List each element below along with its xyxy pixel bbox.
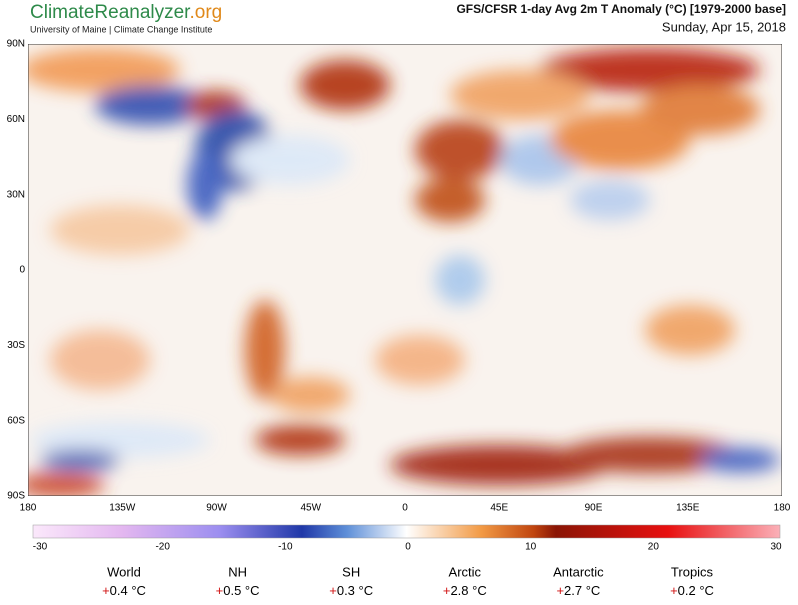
- stat-name: Antarctic: [553, 564, 604, 579]
- colorbar-tick-label: -10: [278, 542, 293, 553]
- lon-label: 90W: [206, 503, 227, 514]
- lon-label: 45W: [300, 503, 321, 514]
- stat-sign: +: [670, 583, 678, 598]
- lat-label: 30S: [7, 340, 25, 351]
- lat-label: 60S: [7, 415, 25, 426]
- lat-label: 30N: [7, 189, 25, 200]
- lon-label: 180: [20, 503, 37, 514]
- stat-sign: +: [556, 583, 564, 598]
- lon-label: 45E: [490, 503, 508, 514]
- colorbar: [32, 524, 781, 539]
- stat-number: 0.4 °C: [110, 583, 146, 598]
- stat-name: SH: [342, 564, 360, 579]
- colorbar-tick-label: 20: [648, 542, 660, 553]
- stat-name: World: [107, 564, 141, 579]
- stat-value: +0.4 °C: [102, 583, 146, 598]
- stat-name: NH: [228, 564, 247, 579]
- stat-name: Arctic: [449, 564, 482, 579]
- stat-name: Tropics: [671, 564, 714, 579]
- logo[interactable]: ClimateReanalyzer.org: [30, 2, 222, 23]
- lat-label: 0: [19, 265, 25, 276]
- stat-value: +0.2 °C: [670, 583, 714, 598]
- stat-number: 0.5 °C: [223, 583, 259, 598]
- lon-label: 135E: [676, 503, 700, 514]
- stat-sign: +: [102, 583, 110, 598]
- lon-label: 135W: [109, 503, 136, 514]
- stat-value: +2.7 °C: [556, 583, 600, 598]
- anomaly-map: [28, 44, 782, 496]
- stat-number: 2.8 °C: [450, 583, 486, 598]
- lat-label: 90S: [7, 491, 25, 502]
- colorbar-tick-label: -20: [155, 542, 170, 553]
- stat-sign: +: [216, 583, 224, 598]
- lat-label: 60N: [7, 114, 25, 125]
- logo-subtitle: University of Maine | Climate Change Ins…: [30, 24, 212, 34]
- lat-label: 90N: [7, 39, 25, 50]
- stat-value: +0.5 °C: [216, 583, 260, 598]
- colorbar-tick-label: 10: [525, 542, 537, 553]
- stat-value: +2.8 °C: [443, 583, 487, 598]
- stat-number: 0.3 °C: [337, 583, 373, 598]
- colorbar-tick-label: 30: [770, 542, 782, 553]
- colorbar-tick-label: 0: [405, 542, 411, 553]
- stat-sign: +: [329, 583, 337, 598]
- lon-label: 180: [774, 503, 791, 514]
- lon-label: 90E: [585, 503, 603, 514]
- map-title: GFS/CFSR 1-day Avg 2m T Anomaly (°C) [19…: [456, 2, 786, 16]
- stat-sign: +: [443, 583, 451, 598]
- colorbar-tick-label: -30: [33, 542, 48, 553]
- stat-number: 0.2 °C: [678, 583, 714, 598]
- stat-value: +0.3 °C: [329, 583, 373, 598]
- stat-number: 2.7 °C: [564, 583, 600, 598]
- map-date: Sunday, Apr 15, 2018: [662, 19, 786, 34]
- lon-label: 0: [402, 503, 408, 514]
